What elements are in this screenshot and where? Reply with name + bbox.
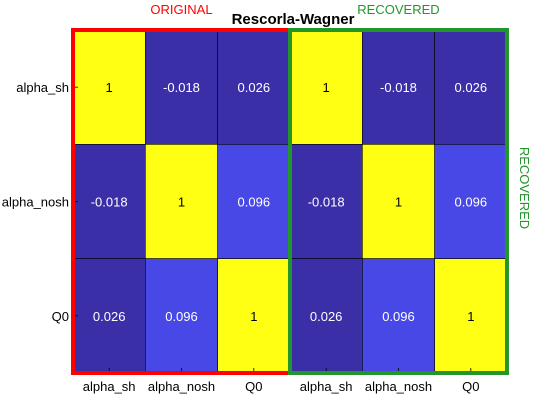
chart-title: Rescorla-Wagner bbox=[232, 11, 355, 28]
heatmap-cell bbox=[289, 144, 363, 259]
heatmap-cell bbox=[362, 29, 435, 145]
heatmap-cell bbox=[289, 29, 363, 145]
cell-value-label: 1 bbox=[323, 80, 330, 95]
group-frames: ORIGINAL RECOVERED bbox=[71, 2, 509, 375]
cell-value-label: 1 bbox=[178, 194, 185, 209]
heatmap-cell bbox=[145, 144, 218, 259]
cell-value-label: 1 bbox=[395, 194, 402, 209]
heatmap-cell bbox=[72, 29, 146, 145]
cell-value-label: 0.096 bbox=[238, 194, 271, 209]
cell-value-label: 1 bbox=[250, 309, 257, 324]
heatmap-cell bbox=[217, 258, 291, 374]
cell-value-label: 1 bbox=[467, 309, 474, 324]
heatmap-cell bbox=[72, 258, 146, 374]
heatmap-cell bbox=[434, 144, 508, 259]
group-label: RECOVERED bbox=[357, 2, 439, 17]
y-tick-label: alpha_sh bbox=[16, 80, 69, 95]
heatmap-cell bbox=[145, 29, 218, 145]
x-tick-label: Q0 bbox=[245, 379, 262, 394]
y-tick-labels: alpha_sh alpha_nosh Q0 bbox=[2, 80, 78, 324]
cell-value-label: -0.018 bbox=[91, 194, 128, 209]
y-tick-label: alpha_nosh bbox=[2, 194, 69, 209]
cell-value-label: 0.026 bbox=[238, 80, 271, 95]
heatmap-cell bbox=[145, 258, 218, 374]
heatmap-cell bbox=[434, 29, 508, 145]
x-tick-label: alpha_nosh bbox=[365, 379, 432, 394]
heatmap-cell bbox=[72, 144, 146, 259]
x-tick-label: Q0 bbox=[462, 379, 479, 394]
cell-value-label: 0.096 bbox=[382, 309, 415, 324]
heatmap-cell-labels: 1 -0.018 0.026 1 -0.018 0.026 -0.018 1 0.096 -0.0… bbox=[91, 80, 487, 324]
x-tick-label: alpha_sh bbox=[300, 379, 353, 394]
x-tick-label: alpha_nosh bbox=[148, 379, 215, 394]
cell-value-label: -0.018 bbox=[163, 80, 200, 95]
heatmap-cell bbox=[434, 258, 508, 374]
group-frame bbox=[287, 28, 509, 375]
y-tick-label: Q0 bbox=[52, 309, 69, 324]
x-tick-labels: alpha_sh alpha_nosh Q0 alpha_sh alpha_nosh Q0 bbox=[83, 367, 479, 394]
cell-value-label: 0.026 bbox=[455, 80, 488, 95]
cell-value-label: -0.018 bbox=[380, 80, 417, 95]
cell-value-label: 0.026 bbox=[310, 309, 343, 324]
cell-value-label: 0.096 bbox=[455, 194, 488, 209]
cell-value-label: 1 bbox=[106, 80, 113, 95]
side-label: RECOVERED bbox=[517, 147, 532, 229]
cell-value-label: -0.018 bbox=[308, 194, 345, 209]
cell-value-label: 0.096 bbox=[165, 309, 198, 324]
heatmap-cells bbox=[72, 29, 508, 374]
heatmap-cell bbox=[362, 258, 435, 374]
group-label: ORIGINAL bbox=[150, 2, 212, 17]
x-tick-label: alpha_sh bbox=[83, 379, 136, 394]
cell-value-label: 0.026 bbox=[93, 309, 126, 324]
